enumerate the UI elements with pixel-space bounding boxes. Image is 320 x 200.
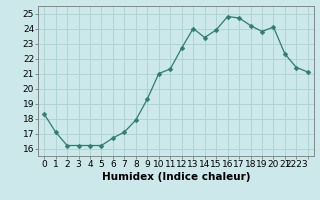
- X-axis label: Humidex (Indice chaleur): Humidex (Indice chaleur): [102, 172, 250, 182]
